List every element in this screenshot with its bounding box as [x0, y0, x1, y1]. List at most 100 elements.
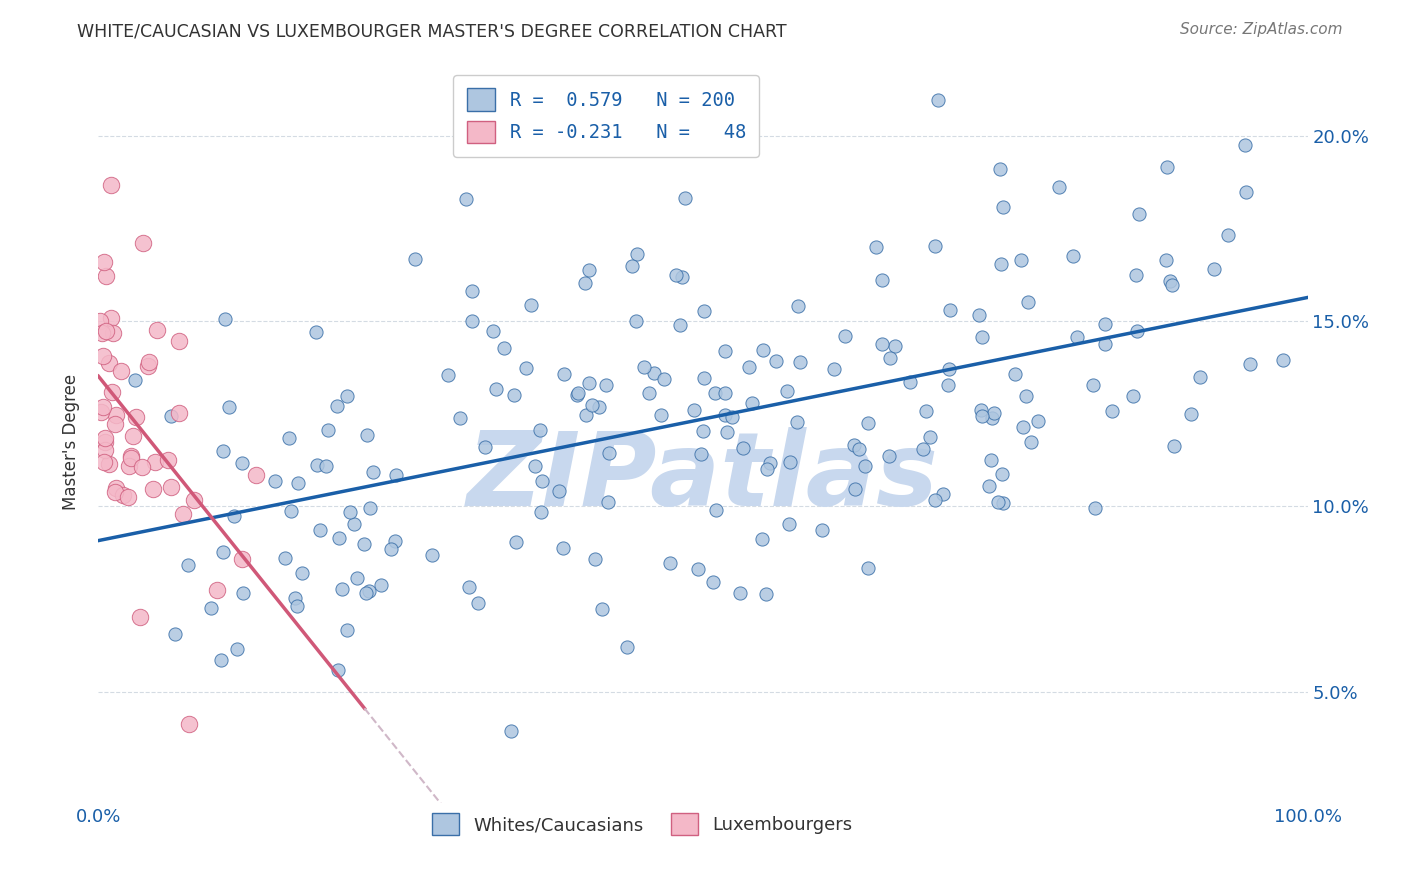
Point	[284, 591, 307, 605]
Point	[97, 457, 120, 471]
Point	[1122, 389, 1144, 403]
Point	[924, 492, 946, 507]
Point	[100, 178, 122, 192]
Point	[654, 371, 676, 385]
Point	[856, 561, 879, 575]
Point	[668, 318, 690, 332]
Point	[339, 505, 361, 519]
Point	[643, 366, 665, 380]
Point	[980, 453, 1002, 467]
Point	[690, 447, 713, 461]
Point	[692, 425, 714, 439]
Point	[714, 386, 737, 401]
Point	[844, 438, 866, 452]
Point	[138, 355, 160, 369]
Point	[990, 257, 1012, 271]
Point	[89, 314, 111, 328]
Point	[305, 458, 328, 472]
Point	[524, 458, 547, 473]
Point	[93, 254, 115, 268]
Point	[1084, 500, 1107, 515]
Point	[328, 531, 350, 545]
Point	[870, 272, 893, 286]
Point	[91, 349, 114, 363]
Point	[884, 339, 907, 353]
Point	[1154, 253, 1177, 268]
Point	[461, 284, 484, 298]
Point	[224, 509, 246, 524]
Point	[356, 428, 378, 442]
Point	[683, 403, 706, 417]
Point	[104, 408, 127, 422]
Point	[877, 449, 900, 463]
Point	[143, 454, 166, 468]
Point	[200, 601, 222, 615]
Point	[1180, 408, 1202, 422]
Point	[211, 444, 233, 458]
Point	[94, 431, 117, 445]
Point	[872, 337, 894, 351]
Point	[991, 200, 1014, 214]
Point	[308, 524, 330, 538]
Point	[160, 409, 183, 423]
Point	[567, 385, 589, 400]
Point	[461, 314, 484, 328]
Point	[1271, 352, 1294, 367]
Point	[520, 298, 543, 312]
Point	[207, 582, 229, 597]
Point	[232, 585, 254, 599]
Point	[977, 479, 1000, 493]
Point	[503, 388, 526, 402]
Point	[616, 640, 638, 655]
Point	[704, 503, 727, 517]
Point	[578, 263, 600, 277]
Point	[209, 653, 232, 667]
Point	[970, 402, 993, 417]
Point	[93, 455, 115, 469]
Point	[1188, 369, 1211, 384]
Point	[214, 312, 236, 326]
Point	[120, 449, 142, 463]
Point	[716, 425, 738, 439]
Point	[183, 493, 205, 508]
Point	[898, 375, 921, 389]
Point	[1010, 253, 1032, 268]
Point	[531, 475, 554, 489]
Point	[1011, 420, 1033, 434]
Point	[1216, 228, 1239, 243]
Point	[932, 487, 955, 501]
Point	[938, 303, 960, 318]
Point	[548, 484, 571, 499]
Point	[90, 326, 112, 341]
Point	[1081, 377, 1104, 392]
Point	[918, 430, 941, 444]
Point	[970, 330, 993, 344]
Point	[595, 377, 617, 392]
Point	[165, 627, 187, 641]
Point	[787, 299, 810, 313]
Point	[167, 406, 190, 420]
Point	[110, 364, 132, 378]
Point	[385, 467, 408, 482]
Point	[1026, 414, 1049, 428]
Point	[659, 556, 682, 570]
Point	[938, 361, 960, 376]
Point	[751, 532, 773, 546]
Point	[755, 587, 778, 601]
Point	[404, 252, 426, 266]
Point	[1066, 330, 1088, 344]
Point	[177, 717, 200, 731]
Point	[125, 410, 148, 425]
Point	[315, 458, 337, 473]
Point	[714, 344, 737, 359]
Point	[1126, 324, 1149, 338]
Point	[638, 386, 661, 401]
Point	[120, 450, 142, 465]
Point	[1004, 367, 1026, 381]
Point	[280, 504, 302, 518]
Point	[482, 324, 505, 338]
Point	[665, 268, 688, 282]
Point	[474, 440, 496, 454]
Point	[983, 406, 1005, 420]
Point	[752, 343, 775, 357]
